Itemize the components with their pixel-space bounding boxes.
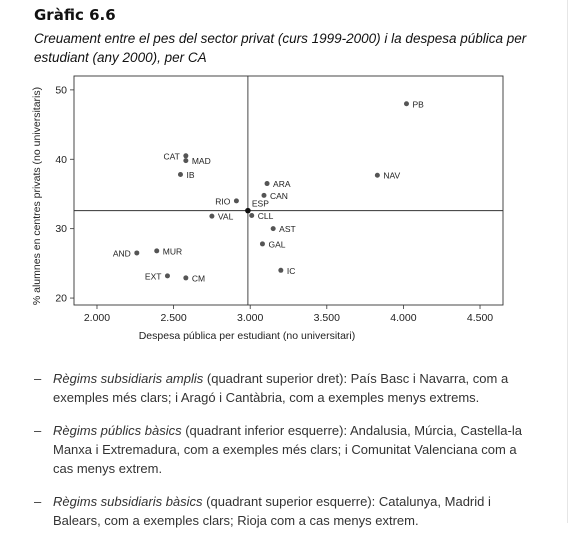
point-ext bbox=[164, 273, 170, 279]
point-and bbox=[134, 250, 140, 256]
figure-subtitle: Creuament entre el pes del sector privat… bbox=[34, 31, 527, 65]
figure-title: Gràfic 6.6 bbox=[34, 6, 116, 24]
page-edge-rule bbox=[567, 0, 568, 523]
y-axis-label: % alumnes en centres privats (no univers… bbox=[31, 87, 43, 305]
note-emphasis: Règims públics bàsics bbox=[53, 423, 182, 438]
x-tick-label: 2.500 bbox=[160, 312, 186, 324]
point-label-ara: ARA bbox=[273, 179, 291, 189]
point-ib bbox=[177, 172, 183, 178]
note-text: (quadrant superior dret): País Basc i Na… bbox=[53, 371, 509, 405]
point-cat bbox=[183, 153, 189, 159]
point-rio bbox=[233, 198, 239, 204]
point-cll bbox=[249, 212, 255, 218]
x-tick-label: 3.000 bbox=[237, 312, 263, 324]
note-dash: – bbox=[34, 494, 42, 509]
point-esp bbox=[245, 207, 251, 214]
axes-layer: 2.000 2.500 3.000 3.500 4.000 4.500 20 30 40 50 bbox=[55, 75, 504, 324]
note-emphasis: Règims subsidiaris amplis bbox=[53, 371, 204, 386]
point-label-ast: AST bbox=[279, 224, 296, 234]
point-label-cm: CM bbox=[192, 273, 205, 283]
notes-list: – Règims subsidiaris amplis (quadrant su… bbox=[34, 369, 534, 544]
point-pb bbox=[403, 101, 409, 107]
x-axis-label: Despesa pública per estudiant (no univer… bbox=[139, 330, 356, 342]
point-label-ext: EXT bbox=[145, 271, 162, 281]
point-label-cat: CAT bbox=[163, 151, 179, 161]
point-val bbox=[209, 213, 215, 219]
note-emphasis: Règims subsidiaris bàsics bbox=[53, 494, 203, 509]
point-ara bbox=[264, 181, 270, 187]
y-tick-label: 40 bbox=[55, 154, 67, 166]
y-tick-label: 50 bbox=[55, 84, 67, 96]
point-cm bbox=[183, 275, 189, 281]
plot-frame bbox=[73, 75, 504, 306]
note-item: – Règims públics bàsics (quadrant inferi… bbox=[34, 421, 534, 478]
note-dash: – bbox=[34, 423, 42, 438]
point-nav bbox=[374, 172, 380, 178]
y-tick-label: 30 bbox=[55, 223, 67, 235]
reference-lines bbox=[74, 76, 503, 305]
point-label-mur: MUR bbox=[163, 246, 182, 256]
point-label-can: CAN bbox=[270, 191, 288, 201]
note-item: – Règims subsidiaris bàsics (quadrant su… bbox=[34, 492, 534, 530]
y-tick-label: 20 bbox=[55, 293, 67, 305]
x-tick-label: 2.000 bbox=[84, 312, 110, 324]
point-label-val: VAL bbox=[218, 212, 234, 222]
note-dash: – bbox=[34, 371, 42, 386]
figure: Gràfic 6.6 Creuament entre el pes del se… bbox=[10, 0, 575, 528]
note-text: (quadrant inferior esquerre): Andalusia,… bbox=[53, 423, 522, 476]
point-label-pb: PB bbox=[412, 99, 424, 109]
point-label-mad: MAD bbox=[192, 156, 211, 166]
note-item: – Règims subsidiaris amplis (quadrant su… bbox=[34, 369, 534, 407]
points-layer: PB CAT MAD IB NAV ARA CAN RIO ESP CLL VAL AST GAL AND… bbox=[113, 99, 424, 283]
point-can bbox=[261, 192, 267, 198]
point-label-gal: GAL bbox=[268, 239, 285, 249]
point-label-ib: IB bbox=[186, 170, 194, 180]
point-mur bbox=[154, 248, 160, 254]
point-mad bbox=[183, 158, 189, 164]
point-label-cll: CLL bbox=[258, 211, 274, 221]
point-ic bbox=[278, 267, 284, 273]
point-label-esp: ESP bbox=[252, 199, 269, 209]
point-label-nav: NAV bbox=[383, 171, 400, 181]
point-gal bbox=[259, 241, 265, 247]
x-tick-label: 4.500 bbox=[467, 312, 493, 324]
point-ast bbox=[270, 226, 276, 232]
x-tick-label: 3.500 bbox=[314, 312, 340, 324]
point-label-ic: IC bbox=[287, 266, 296, 276]
point-label-and: AND bbox=[113, 248, 131, 258]
point-label-rio: RIO bbox=[215, 196, 231, 206]
scatter-chart: 2.000 2.500 3.000 3.500 4.000 4.500 20 30 40 50 P… bbox=[31, 75, 504, 342]
x-tick-label: 4.000 bbox=[390, 312, 416, 324]
